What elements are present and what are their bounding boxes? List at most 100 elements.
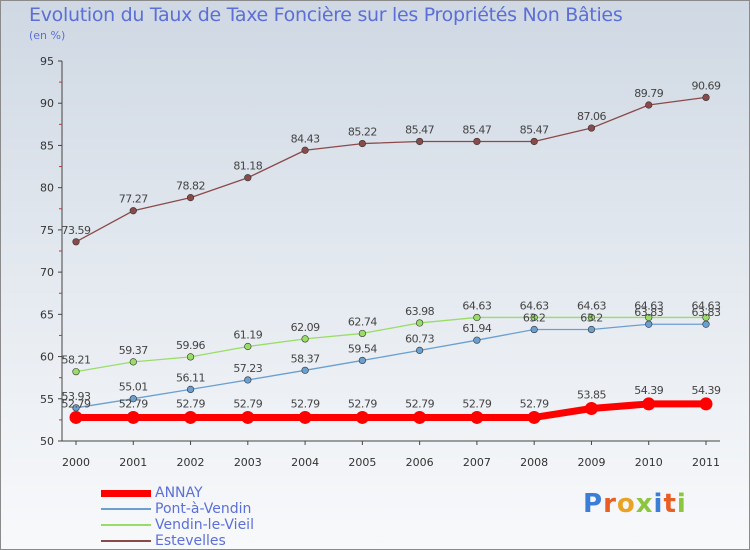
x-tick-label: 2009 bbox=[577, 456, 605, 469]
x-tick-label: 2004 bbox=[291, 456, 319, 469]
data-point-pont-a-vendin bbox=[358, 356, 366, 365]
data-point-pont-a-vendin bbox=[129, 395, 137, 403]
data-label-estevelles: 90.69 bbox=[692, 79, 721, 92]
y-tick-label: 95 bbox=[40, 55, 54, 68]
y-tick-label: 90 bbox=[40, 97, 54, 110]
data-label-estevelles: 85.47 bbox=[520, 123, 549, 136]
data-label-estevelles: 78.82 bbox=[176, 180, 205, 193]
data-label-annay: 54.39 bbox=[692, 384, 721, 397]
y-tick-label: 80 bbox=[40, 182, 54, 195]
data-label-pont-a-vendin: 63.83 bbox=[692, 306, 721, 319]
data-label-pont-a-vendin: 57.23 bbox=[233, 362, 262, 375]
logo-letter: i bbox=[676, 489, 687, 519]
legend-swatch bbox=[101, 524, 151, 526]
data-label-vendin-le-vieil: 59.37 bbox=[119, 344, 148, 357]
data-point-annay bbox=[642, 397, 656, 411]
data-label-vendin-le-vieil: 62.09 bbox=[291, 321, 320, 334]
unit-label: (en %) bbox=[29, 29, 66, 42]
data-label-pont-a-vendin: 61.94 bbox=[462, 322, 491, 335]
y-tick-label: 60 bbox=[40, 351, 54, 364]
x-tick-label: 2008 bbox=[520, 456, 548, 469]
data-label-pont-a-vendin: 63.83 bbox=[634, 306, 663, 319]
y-tick-label: 50 bbox=[40, 435, 54, 448]
legend-label: Estevelles bbox=[155, 533, 226, 549]
data-label-annay: 52.79 bbox=[291, 397, 320, 410]
logo-letter: t bbox=[663, 489, 677, 519]
data-point-annay bbox=[699, 397, 713, 411]
data-point-pont-a-vendin bbox=[702, 320, 710, 328]
x-tick-label: 2003 bbox=[234, 456, 262, 469]
data-label-estevelles: 85.22 bbox=[348, 126, 377, 139]
x-tick-label: 2007 bbox=[463, 456, 491, 469]
data-label-vendin-le-vieil: 61.19 bbox=[233, 329, 262, 342]
data-point-annay bbox=[413, 410, 427, 424]
logo-letter: x bbox=[635, 489, 654, 519]
data-label-vendin-le-vieil: 63.98 bbox=[405, 305, 434, 318]
data-label-estevelles: 81.18 bbox=[233, 160, 262, 173]
data-point-vendin-le-vieil bbox=[416, 319, 424, 327]
data-label-pont-a-vendin: 59.54 bbox=[348, 342, 377, 355]
data-point-pont-a-vendin bbox=[473, 336, 481, 344]
data-point-annay bbox=[584, 401, 598, 415]
data-label-annay: 52.79 bbox=[233, 397, 262, 410]
x-tick-label: 2002 bbox=[177, 456, 205, 469]
data-point-vendin-le-vieil bbox=[473, 313, 481, 322]
data-point-annay bbox=[126, 410, 140, 424]
data-point-estevelles bbox=[72, 238, 80, 246]
data-label-annay: 52.79 bbox=[462, 397, 491, 410]
series-line-estevelles bbox=[75, 96, 707, 243]
data-label-estevelles: 85.47 bbox=[462, 123, 491, 136]
data-point-vendin-le-vieil bbox=[587, 313, 596, 322]
data-point-estevelles bbox=[244, 174, 252, 182]
series-vendin-le-vieil bbox=[72, 313, 710, 376]
data-point-annay bbox=[527, 410, 541, 424]
data-point-estevelles bbox=[473, 137, 481, 146]
x-tick-label: 2006 bbox=[406, 456, 434, 469]
data-point-pont-a-vendin bbox=[416, 346, 424, 354]
y-tick-label: 75 bbox=[40, 224, 54, 237]
logo-letter: r bbox=[603, 489, 617, 519]
series-pont-a-vendin bbox=[72, 320, 710, 412]
data-label-annay: 53.85 bbox=[577, 388, 606, 401]
logo-letter: i bbox=[653, 489, 664, 519]
data-point-pont-a-vendin bbox=[530, 325, 538, 334]
data-point-annay bbox=[184, 410, 198, 424]
legend-label: ANNAY bbox=[155, 485, 203, 501]
data-point-estevelles bbox=[358, 139, 366, 148]
logo-letter: o bbox=[616, 489, 636, 519]
data-point-vendin-le-vieil bbox=[72, 368, 80, 376]
y-tick-label: 65 bbox=[40, 308, 54, 321]
data-labels-layer: 73.59 77.27 78.82 81.18 84.43 85.22 85.47 85.47… bbox=[62, 79, 722, 410]
data-label-pont-a-vendin: 63.2 bbox=[523, 312, 546, 325]
proxiti-logo: Proxiti bbox=[583, 489, 687, 519]
data-label-pont-a-vendin: 63.2 bbox=[580, 312, 603, 325]
data-label-estevelles: 89.79 bbox=[634, 87, 663, 100]
x-tick-label: 2011 bbox=[692, 456, 720, 469]
data-point-annay bbox=[69, 410, 83, 424]
data-label-vendin-le-vieil: 64.63 bbox=[634, 299, 663, 312]
data-point-estevelles bbox=[416, 137, 424, 146]
data-label-annay: 52.79 bbox=[62, 397, 91, 410]
data-point-vendin-le-vieil bbox=[244, 342, 252, 351]
data-label-pont-a-vendin: 55.01 bbox=[119, 381, 148, 394]
data-point-pont-a-vendin bbox=[587, 325, 596, 334]
data-label-annay: 52.79 bbox=[520, 397, 549, 410]
data-point-vendin-le-vieil bbox=[358, 329, 366, 338]
series-estevelles bbox=[72, 93, 710, 246]
axes: 50 55 60 65 70 75 80 85 90 95 2000 2001 2002 2003 2004… bbox=[40, 55, 720, 469]
data-label-vendin-le-vieil: 64.63 bbox=[692, 299, 721, 312]
data-point-annay bbox=[470, 410, 484, 424]
series-layer bbox=[69, 93, 713, 424]
series-line-vendin-le-vieil bbox=[75, 316, 707, 373]
data-point-estevelles bbox=[186, 194, 195, 202]
data-label-estevelles: 77.27 bbox=[119, 193, 148, 206]
data-point-estevelles bbox=[129, 207, 137, 215]
data-label-annay: 52.79 bbox=[348, 397, 377, 410]
data-label-annay: 52.79 bbox=[119, 397, 148, 410]
data-label-vendin-le-vieil: 59.96 bbox=[176, 339, 205, 352]
series-line-pont-a-vendin bbox=[75, 323, 707, 409]
x-tick-label: 2010 bbox=[635, 456, 663, 469]
legend-label: Vendin-le-Vieil bbox=[155, 517, 254, 533]
data-label-estevelles: 84.43 bbox=[291, 132, 320, 145]
